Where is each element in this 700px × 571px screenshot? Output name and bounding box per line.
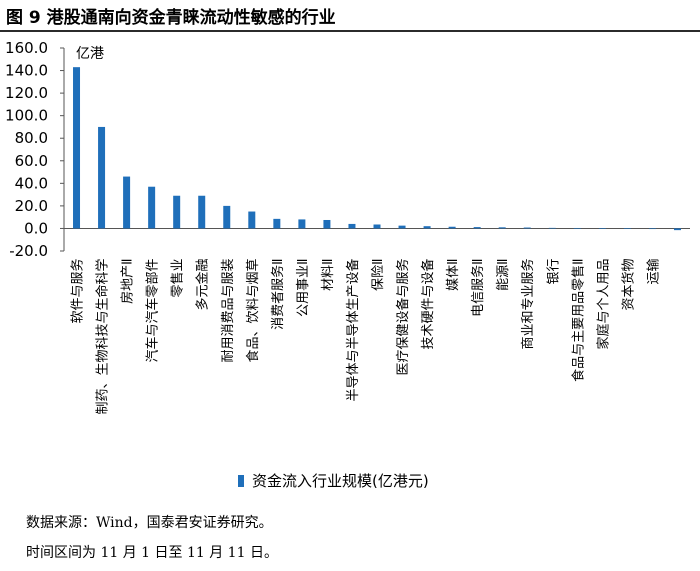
x-tick-label: 技术硬件与设备	[420, 258, 436, 349]
bar	[398, 225, 406, 229]
x-tick-label: 家庭与个人用品	[595, 258, 611, 349]
y-tick-label: 60.0	[15, 152, 48, 170]
x-tick-label: 电信服务Ⅱ	[470, 258, 486, 316]
bar	[473, 227, 481, 229]
bar	[273, 218, 281, 229]
y-tick-label: 80.0	[15, 129, 48, 147]
legend: 资金流入行业规模(亿港元)	[238, 472, 429, 490]
x-tick-label: 医疗保健设备与服务	[395, 258, 411, 375]
y-tick-label: 0.0	[24, 219, 48, 237]
y-tick-label: 100.0	[5, 107, 48, 125]
x-tick-label: 软件与服务	[70, 258, 86, 323]
title-divider	[0, 30, 700, 32]
legend-label: 资金流入行业规模(亿港元)	[252, 472, 429, 490]
bar	[348, 223, 356, 229]
bar-series	[73, 67, 681, 231]
bar	[198, 195, 206, 229]
x-tick-label: 零售业	[170, 258, 186, 297]
x-tick-label: 消费者服务Ⅱ	[270, 258, 286, 329]
y-tick-label: 120.0	[5, 84, 48, 102]
legend-swatch	[238, 475, 244, 487]
bar	[598, 228, 606, 229]
bar	[98, 126, 106, 229]
bar	[248, 211, 256, 229]
bar	[648, 228, 656, 230]
bar	[673, 228, 681, 231]
x-tick-label: 材料Ⅱ	[321, 258, 336, 290]
y-tick-label: 40.0	[15, 174, 48, 192]
y-tick-label: -20.0	[9, 242, 48, 260]
bar	[173, 195, 181, 229]
bar	[148, 186, 156, 229]
x-tick-label: 食品、饮料与烟草	[245, 258, 261, 362]
x-tick-label: 公用事业Ⅱ	[296, 258, 311, 316]
x-tick-label: 房地产Ⅱ	[120, 258, 136, 303]
x-axis-labels: 软件与服务 制药、生物科技与生命科学 房地产Ⅱ 汽车与汽车零部件 零售业 多元金融 耐用消费…	[70, 258, 662, 414]
bar	[448, 226, 456, 229]
bar	[73, 67, 81, 229]
figure-title: 图 9 港股通南向资金青睐流动性敏感的行业	[6, 8, 336, 28]
y-axis: -20.0 0.0 20.0 40.0 60.0 80.0 100.0 120.0 140.0 1…	[5, 39, 690, 260]
x-tick-label: 多元金融	[195, 258, 211, 310]
x-tick-label: 运输	[645, 258, 661, 284]
period-note: 时间区间为 11 月 1 日至 11 月 11 日。	[26, 545, 278, 561]
x-tick-label: 制药、生物科技与生命科学	[95, 258, 111, 414]
bar	[623, 228, 631, 229]
x-tick-label: 保险Ⅱ	[371, 258, 386, 290]
x-tick-label: 能源Ⅱ	[496, 258, 511, 290]
bar	[323, 219, 331, 229]
x-tick-label: 耐用消费品与服装	[221, 258, 236, 362]
x-tick-label: 媒体Ⅱ	[446, 258, 461, 290]
x-tick-label: 汽车与汽车零部件	[145, 258, 161, 362]
x-tick-label: 资本货物	[620, 258, 636, 310]
bar	[573, 227, 581, 229]
bar	[298, 219, 306, 229]
x-tick-label: 食品与主要用品零售Ⅱ	[570, 258, 586, 381]
bar	[223, 205, 231, 229]
source-note: 数据来源：Wind，国泰君安证券研究。	[26, 515, 273, 531]
x-tick-label: 半导体与半导体生产设备	[345, 258, 361, 401]
bar	[523, 227, 531, 229]
x-tick-label: 商业和专业服务	[520, 258, 536, 349]
y-tick-label: 160.0	[5, 39, 48, 57]
y-tick-label: 20.0	[15, 197, 48, 215]
bar-chart: -20.0 0.0 20.0 40.0 60.0 80.0 100.0 120.0 140.0 1…	[5, 39, 690, 490]
unit-label: 亿港	[76, 46, 104, 62]
x-tick-label: 银行	[546, 258, 561, 284]
bar	[548, 227, 556, 229]
bar	[123, 176, 131, 229]
y-tick-label: 140.0	[5, 62, 48, 80]
bar	[498, 227, 506, 229]
bar	[423, 226, 431, 229]
bar	[373, 224, 381, 229]
